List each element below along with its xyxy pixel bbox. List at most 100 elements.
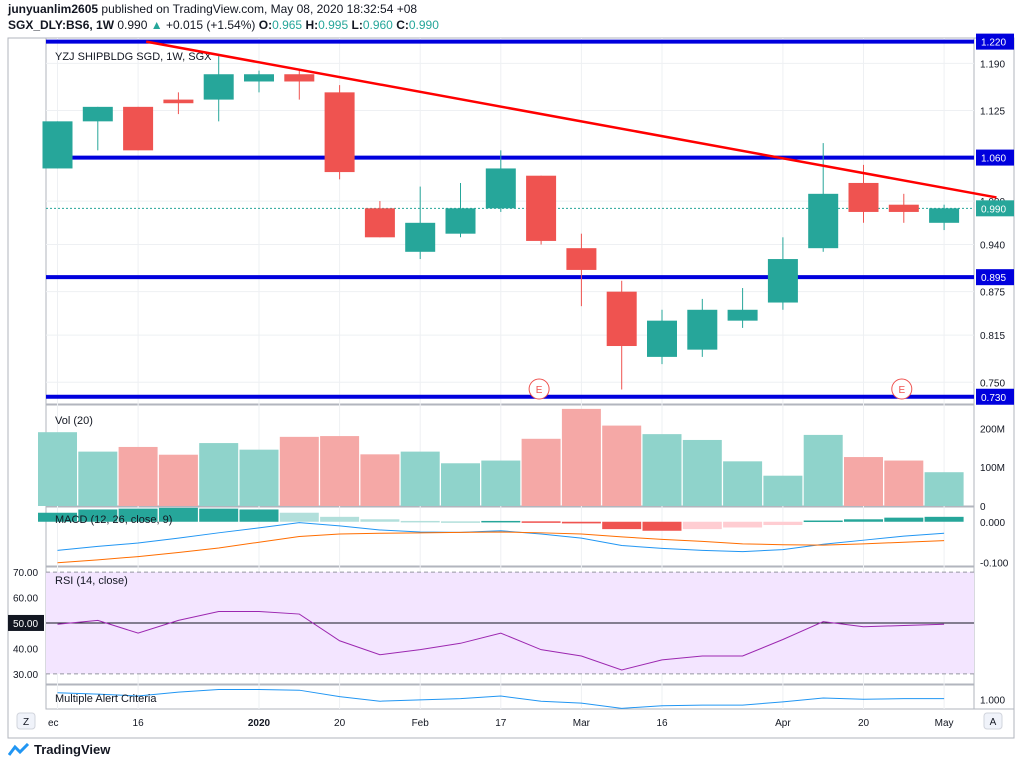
rsi-line	[57, 611, 945, 671]
volume-tick-label: 100M	[980, 463, 1005, 474]
macd-histogram-bar	[118, 508, 158, 522]
volume-bar	[642, 434, 682, 506]
volume-bar	[924, 472, 964, 506]
volume-tick-label: 200M	[980, 424, 1005, 435]
zoom-left-button[interactable]: Z	[16, 712, 36, 730]
level-price-tag-bg	[976, 388, 1014, 405]
volume-title: Vol (20)	[55, 415, 93, 427]
candle	[606, 280, 637, 390]
zoom-left-bg	[16, 712, 36, 730]
earnings-marker-label: E	[898, 385, 905, 396]
price-tick-label: 0.750	[980, 378, 1005, 389]
volume-bar	[400, 451, 440, 506]
volume-tick-label: 0	[980, 502, 986, 513]
rsi-tick-label: 70.00	[13, 568, 38, 579]
price-axis-frame	[973, 37, 1015, 710]
tradingview-logo[interactable]: TradingView	[8, 742, 110, 757]
time-axis-label: Apr	[775, 718, 791, 729]
level-price-tag-bg	[976, 269, 1014, 286]
author-name[interactable]: junyuanlim2605	[8, 2, 99, 16]
candle-body	[647, 320, 677, 357]
level-price-tag: 1.060	[976, 149, 1014, 166]
low-label: L:	[351, 18, 363, 32]
volume-bar	[78, 451, 118, 506]
candle	[42, 121, 73, 169]
volume-bar	[118, 446, 158, 506]
macd-histogram-bar	[642, 521, 682, 531]
high-value: 0.995	[318, 18, 349, 32]
candle	[929, 204, 960, 231]
price-tick-label: 0.815	[980, 331, 1005, 342]
time-axis-label: Feb	[412, 718, 430, 729]
volume-bar	[602, 425, 642, 506]
macd-histogram-bar	[239, 509, 279, 522]
candle-body	[82, 106, 113, 122]
alert-line	[57, 689, 945, 709]
macd-histogram-bar	[360, 519, 400, 522]
candle-body	[284, 74, 315, 82]
volume-bar	[803, 434, 843, 506]
close-label: C:	[396, 18, 409, 32]
candle	[647, 309, 677, 365]
candle-body	[244, 74, 274, 82]
level-price-tag-bg	[976, 33, 1014, 50]
candle	[888, 193, 919, 223]
candle	[163, 92, 194, 115]
candle	[123, 106, 154, 151]
candle	[284, 70, 315, 100]
volume-bar	[38, 432, 77, 506]
macd-histogram-bar	[199, 508, 239, 522]
close-value: 0.990	[408, 18, 439, 32]
candle-body	[606, 291, 637, 347]
time-axis-label: 16	[656, 718, 668, 729]
candle-body	[485, 168, 516, 209]
published-text: published on TradingView.com, May 08, 20…	[101, 2, 418, 16]
time-axis-label: May	[935, 718, 954, 729]
level-price-tag: 0.895	[976, 269, 1014, 286]
candle	[244, 70, 274, 93]
macd-histogram-bar	[884, 517, 924, 522]
symbol-title: YZJ SHIPBLDG SGD, 1W, SGX	[55, 51, 212, 63]
volume-bar	[199, 443, 239, 506]
candle-body	[163, 99, 194, 104]
candle	[364, 201, 395, 238]
time-axis-label: Mar	[573, 718, 591, 729]
level-price-tag-label: 0.730	[981, 393, 1006, 404]
macd-histogram-bar	[844, 519, 883, 522]
candle	[485, 150, 516, 212]
volume-bar	[481, 460, 521, 506]
level-price-tag-label: 1.220	[981, 38, 1006, 49]
volume-bar	[561, 408, 601, 506]
macd-line	[57, 522, 945, 553]
candle-body	[405, 222, 436, 252]
alert-tick-label: 1.000	[980, 695, 1005, 706]
rsi-mid-tag-bg	[8, 614, 44, 631]
candle-body	[364, 208, 395, 238]
volume-bar	[279, 436, 319, 506]
candle	[445, 182, 476, 238]
volume-bar	[360, 454, 400, 506]
candle-body	[888, 204, 919, 212]
earnings-marker: E	[528, 378, 550, 400]
volume-bar	[723, 461, 763, 506]
brand-name: TradingView	[34, 742, 111, 757]
candle-body	[42, 121, 73, 169]
price-tick-label: 0.940	[980, 241, 1005, 252]
candle-body	[848, 182, 879, 212]
time-axis-label: 16	[133, 718, 145, 729]
candle-body	[727, 309, 758, 321]
volume-bar	[682, 439, 722, 506]
macd-histogram-bar	[320, 516, 360, 522]
volume-bar	[884, 460, 924, 506]
last-price: 0.990	[117, 18, 148, 32]
auto-scale-button[interactable]: A	[983, 712, 1003, 730]
candle	[727, 288, 758, 328]
auto-scale-label: A	[990, 717, 997, 728]
rsi-title: RSI (14, close)	[55, 575, 128, 587]
macd-histogram-bar	[803, 520, 843, 523]
volume-bar	[320, 436, 360, 506]
macd-tick-label: 0.000	[980, 518, 1005, 529]
candle-body	[687, 309, 718, 350]
high-label: H:	[305, 18, 319, 32]
